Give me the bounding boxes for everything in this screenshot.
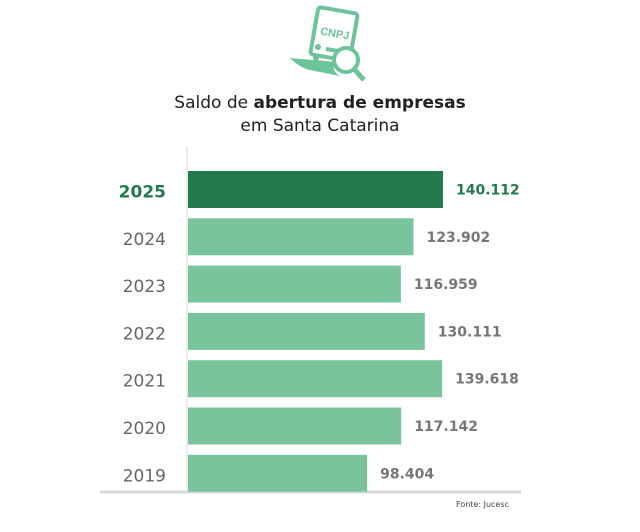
title-prefix: Saldo de [174,93,254,113]
title-bold: abertura de empresas [253,93,466,113]
icon-label: CNPJ [319,26,350,43]
bar-2021 [188,360,443,398]
category-label-2022: 2022 [123,324,166,344]
bar-2025 [188,171,443,208]
bar-2020 [188,407,402,445]
value-label-2021: 139.618 [455,372,519,388]
value-label-2023: 116.959 [414,277,478,293]
category-label-2023: 2023 [123,277,166,297]
bar-2023 [188,265,401,303]
value-label-2020: 117.142 [414,419,478,435]
category-label-2024: 2024 [123,230,166,250]
value-label-2019: 98.404 [380,466,434,482]
bar-2019 [188,454,368,492]
value-label-2022: 130.111 [438,324,502,340]
category-label-2021: 2021 [123,372,166,392]
value-label-2024: 123.902 [426,230,490,246]
category-label-2019: 2019 [123,466,166,486]
cnpj-document-search-icon [290,5,366,82]
source-note: Fonte: Jucesc [456,500,509,509]
category-label-2025: 2025 [119,183,166,203]
bar-2022 [188,312,425,350]
chart-title: Saldo de abertura de empresas em Santa C… [0,92,640,138]
value-label-2025: 140.112 [456,183,520,199]
title-line2: em Santa Catarina [240,116,400,136]
category-label-2020: 2020 [123,419,166,439]
bar-2024 [188,218,414,256]
